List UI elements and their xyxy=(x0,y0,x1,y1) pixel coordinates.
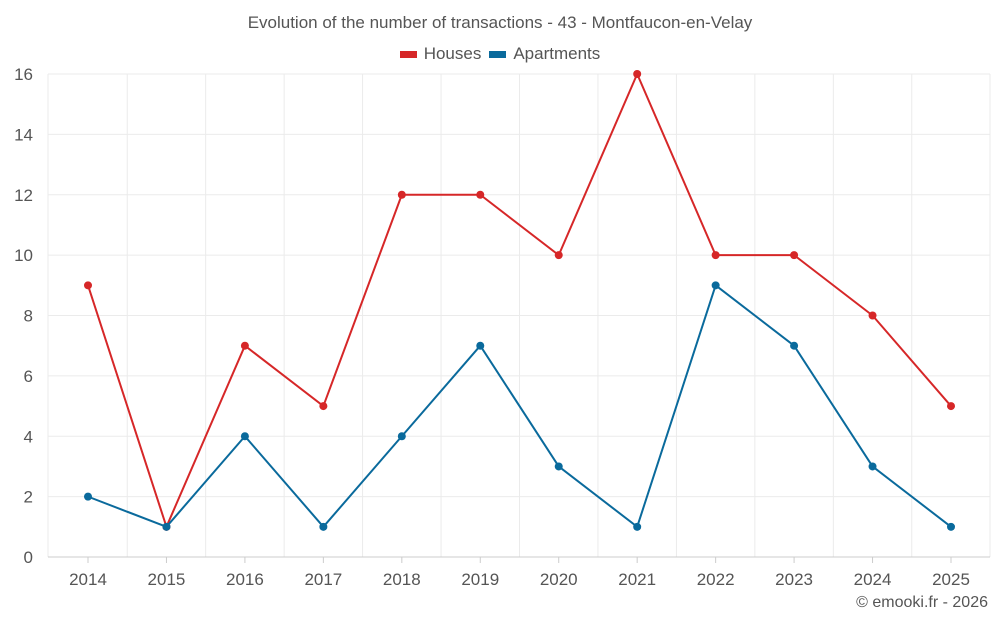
series-line-houses xyxy=(87,73,952,528)
y-tick-label: 16 xyxy=(14,65,33,84)
data-point-apartments xyxy=(240,432,249,441)
data-point-apartments xyxy=(868,462,877,471)
data-point-apartments xyxy=(947,522,955,531)
y-tick-label: 8 xyxy=(24,307,33,326)
data-point-apartments xyxy=(554,462,563,471)
x-tick-label: 2016 xyxy=(226,570,264,589)
legend-swatch-houses xyxy=(399,50,417,58)
data-point-houses xyxy=(476,190,485,199)
legend-item-houses[interactable]: Houses xyxy=(399,44,482,64)
x-tick-label: 2025 xyxy=(932,570,970,589)
series-layer xyxy=(84,70,955,531)
y-tick-label: 4 xyxy=(24,427,33,446)
x-tick-label: 2017 xyxy=(304,570,342,589)
data-point-houses xyxy=(319,402,328,411)
data-point-apartments xyxy=(711,281,720,290)
y-tick-label: 2 xyxy=(24,488,33,507)
x-tick-label: 2022 xyxy=(697,570,735,589)
legend: Houses Apartments xyxy=(0,44,1000,64)
data-point-apartments xyxy=(84,492,92,501)
y-tick-label: 14 xyxy=(14,125,33,144)
data-point-houses xyxy=(947,402,955,411)
x-tick-label: 2018 xyxy=(383,570,421,589)
data-point-apartments xyxy=(633,522,642,531)
x-tick-label: 2024 xyxy=(854,570,892,589)
grid xyxy=(47,73,991,557)
chart-title: Evolution of the number of transactions … xyxy=(247,13,753,32)
data-point-apartments xyxy=(790,341,799,350)
y-tick-label: 10 xyxy=(14,246,33,265)
data-point-houses xyxy=(633,70,642,78)
data-point-houses xyxy=(711,251,720,260)
data-point-houses xyxy=(397,190,406,199)
legend-label-houses: Houses xyxy=(423,44,482,63)
data-point-houses xyxy=(868,311,877,320)
data-point-houses xyxy=(554,251,563,260)
x-tick-label: 2021 xyxy=(618,570,656,589)
data-point-apartments xyxy=(319,522,328,531)
data-point-apartments xyxy=(476,341,485,350)
data-point-houses xyxy=(790,251,799,260)
credit: © emooki.fr - 2026 xyxy=(856,594,988,611)
legend-item-apartments[interactable]: Apartments xyxy=(489,44,600,64)
legend-label-apartments: Apartments xyxy=(513,44,601,63)
data-point-apartments xyxy=(162,522,171,531)
x-tick-label: 2014 xyxy=(69,570,107,589)
legend-swatch-apartments xyxy=(489,50,507,58)
y-tick-label: 0 xyxy=(24,548,33,567)
x-tick-label: 2015 xyxy=(148,570,186,589)
x-tick-label: 2019 xyxy=(461,570,499,589)
axes: 0 2 4 6 8 10 12 14 16 2014 2015 2016 2017 2018 2019 202… xyxy=(14,65,990,589)
y-tick-label: 6 xyxy=(24,367,33,386)
series-line-apartments xyxy=(87,284,952,528)
y-tick-label: 12 xyxy=(14,186,33,205)
data-point-houses xyxy=(240,341,249,350)
x-tick-label: 2020 xyxy=(540,570,578,589)
data-point-apartments xyxy=(397,432,406,441)
data-point-houses xyxy=(84,281,92,290)
x-tick-label: 2023 xyxy=(775,570,813,589)
